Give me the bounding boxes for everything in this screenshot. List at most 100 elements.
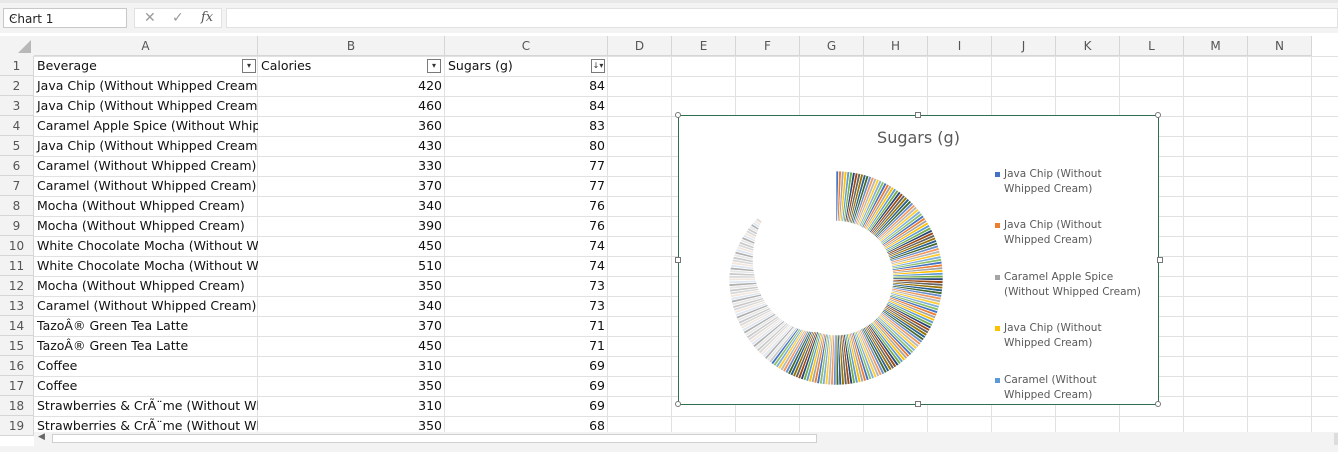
pie-slice-small[interactable] — [737, 243, 755, 252]
pie-slice-small[interactable] — [741, 236, 756, 245]
pie-slice-small[interactable] — [730, 291, 762, 301]
row-header-13[interactable]: 13 — [0, 296, 34, 316]
pie-slice-small[interactable] — [729, 288, 760, 296]
resize-handle-top-right[interactable] — [1155, 112, 1161, 118]
pie-slice-small[interactable] — [745, 315, 780, 340]
legend-entry[interactable]: Java Chip (Without Whipped Cream) — [995, 321, 1145, 351]
cell-beverage[interactable]: Mocha (Without Whipped Cream) — [37, 278, 245, 293]
cell-beverage[interactable]: Caramel (Without Whipped Cream) — [37, 178, 257, 193]
scrollbar-thumb[interactable] — [52, 434, 817, 443]
pie-slice-small[interactable] — [737, 307, 771, 325]
pie-slice-small[interactable] — [766, 326, 797, 362]
row-header-1[interactable]: 1 — [0, 56, 34, 76]
legend-entry[interactable]: Java Chip (Without Whipped Cream) — [995, 218, 1145, 248]
filter-dropdown-beverage[interactable]: ▾ — [242, 59, 256, 73]
row-header-11[interactable]: 11 — [0, 256, 34, 276]
pie-slice-small[interactable] — [735, 248, 754, 257]
pie-slice-small[interactable] — [729, 272, 755, 277]
column-header-j[interactable]: J — [992, 36, 1056, 56]
resize-handle-bottom[interactable] — [915, 401, 921, 407]
pie-slice-small[interactable] — [800, 331, 819, 381]
row-header-16[interactable]: 16 — [0, 356, 34, 376]
column-header-i[interactable]: I — [928, 36, 992, 56]
resize-handle-bottom-left[interactable] — [675, 401, 681, 407]
pie-slice-small[interactable] — [751, 221, 761, 229]
column-header-b[interactable]: B — [258, 36, 445, 56]
row-header-6[interactable]: 6 — [0, 156, 34, 176]
pie-slice-small[interactable] — [730, 266, 755, 272]
select-all-corner[interactable] — [0, 36, 34, 56]
legend-entry[interactable]: Java Chip (Without Whipped Cream) — [995, 167, 1145, 197]
pie-slice-small[interactable] — [752, 320, 786, 348]
cell-beverage[interactable]: Java Chip (Without Whipped Cream) — [37, 138, 258, 153]
cell-beverage[interactable]: Mocha (Without Whipped Cream) — [37, 198, 245, 213]
pie-slice-small[interactable] — [787, 330, 811, 375]
cell-calories[interactable]: 310 — [418, 358, 442, 373]
column-header-e[interactable]: E — [672, 36, 736, 56]
chart-title[interactable]: Sugars (g) — [877, 128, 960, 147]
pie-slice-small[interactable] — [731, 261, 754, 268]
pie-slice-small[interactable] — [770, 327, 800, 365]
pie-slice-small[interactable] — [738, 241, 755, 250]
resize-handle-top-left[interactable] — [675, 112, 681, 118]
cell-sugars[interactable]: 69 — [589, 378, 605, 393]
cell-calories[interactable]: 510 — [418, 258, 442, 273]
column-header-l[interactable]: L — [1120, 36, 1184, 56]
cell-beverage[interactable]: White Chocolate Mocha (Without Wh — [37, 238, 258, 253]
cell-sugars[interactable]: 76 — [589, 198, 605, 213]
pie-slice-small[interactable] — [744, 314, 778, 337]
filter-dropdown-calories[interactable]: ▾ — [427, 59, 441, 73]
pie-slice-small[interactable] — [745, 229, 758, 238]
column-header-a[interactable]: A — [34, 36, 258, 56]
name-box[interactable]: Chart 1 ⌄ — [3, 8, 127, 28]
pie-slice-small[interactable] — [728, 279, 757, 284]
column-header-n[interactable]: N — [1248, 36, 1312, 56]
pie-slice-small[interactable] — [760, 323, 792, 357]
row-header-7[interactable]: 7 — [0, 176, 34, 196]
pie-slice-small[interactable] — [762, 324, 793, 358]
pie-slice-small[interactable] — [789, 330, 813, 377]
pie-slice-small[interactable] — [747, 316, 781, 342]
resize-handle-right[interactable] — [1157, 257, 1163, 263]
column-header-h[interactable]: H — [864, 36, 928, 56]
cell-sugars[interactable]: 69 — [589, 358, 605, 373]
pie-slice-small[interactable] — [779, 329, 806, 372]
row-header-8[interactable]: 8 — [0, 196, 34, 216]
enter-icon[interactable]: ✓ — [172, 10, 184, 26]
scroll-left-icon[interactable]: ◀ — [38, 432, 45, 442]
pie-slice-small[interactable] — [764, 325, 795, 360]
cell-beverage[interactable]: TazoÂ® Green Tea Latte — [37, 338, 189, 353]
pie-slice-small[interactable] — [758, 323, 790, 355]
pie-slice-small[interactable] — [777, 329, 805, 370]
cell-calories[interactable]: 450 — [418, 238, 442, 253]
row-header-14[interactable]: 14 — [0, 316, 34, 336]
cell-beverage[interactable]: Strawberries & CrÃ¨me (Without Wh — [37, 418, 258, 433]
pie-slice-small[interactable] — [782, 330, 808, 373]
column-header-m[interactable]: M — [1184, 36, 1248, 56]
row-header-17[interactable]: 17 — [0, 376, 34, 396]
cell-calories[interactable]: 330 — [418, 158, 442, 173]
row-header-4[interactable]: 4 — [0, 116, 34, 136]
pie-chart[interactable]: Sugars (g) 84848380777776767474737371716… — [678, 115, 1159, 405]
cell-calories[interactable]: 460 — [418, 98, 442, 113]
horizontal-scrollbar[interactable]: ◀ — [34, 432, 1338, 446]
row-header-12[interactable]: 12 — [0, 276, 34, 296]
pie-slice-small[interactable] — [732, 297, 764, 309]
column-header-d[interactable]: D — [608, 36, 672, 56]
pie-slice-small[interactable] — [733, 253, 754, 261]
insert-function-icon[interactable]: fx — [201, 10, 214, 25]
cell-sugars[interactable]: 77 — [589, 158, 605, 173]
column-header-c[interactable]: C — [445, 36, 608, 56]
cell-beverage[interactable]: Java Chip (Without Whipped Cream) — [37, 78, 258, 93]
pie-slice-small[interactable] — [734, 250, 754, 259]
cell-calories[interactable]: 310 — [418, 398, 442, 413]
cell-calories[interactable]: 360 — [418, 118, 442, 133]
pie-slice-small[interactable] — [794, 331, 816, 379]
pie-slice-small[interactable] — [731, 258, 754, 266]
pie-slice-small[interactable] — [728, 282, 758, 287]
pie-slice-small[interactable] — [797, 331, 818, 380]
header-sugars[interactable]: Sugars (g) — [448, 58, 513, 73]
header-beverage[interactable]: Beverage — [37, 58, 97, 73]
row-header-15[interactable]: 15 — [0, 336, 34, 356]
cell-beverage[interactable]: Coffee — [37, 358, 78, 373]
